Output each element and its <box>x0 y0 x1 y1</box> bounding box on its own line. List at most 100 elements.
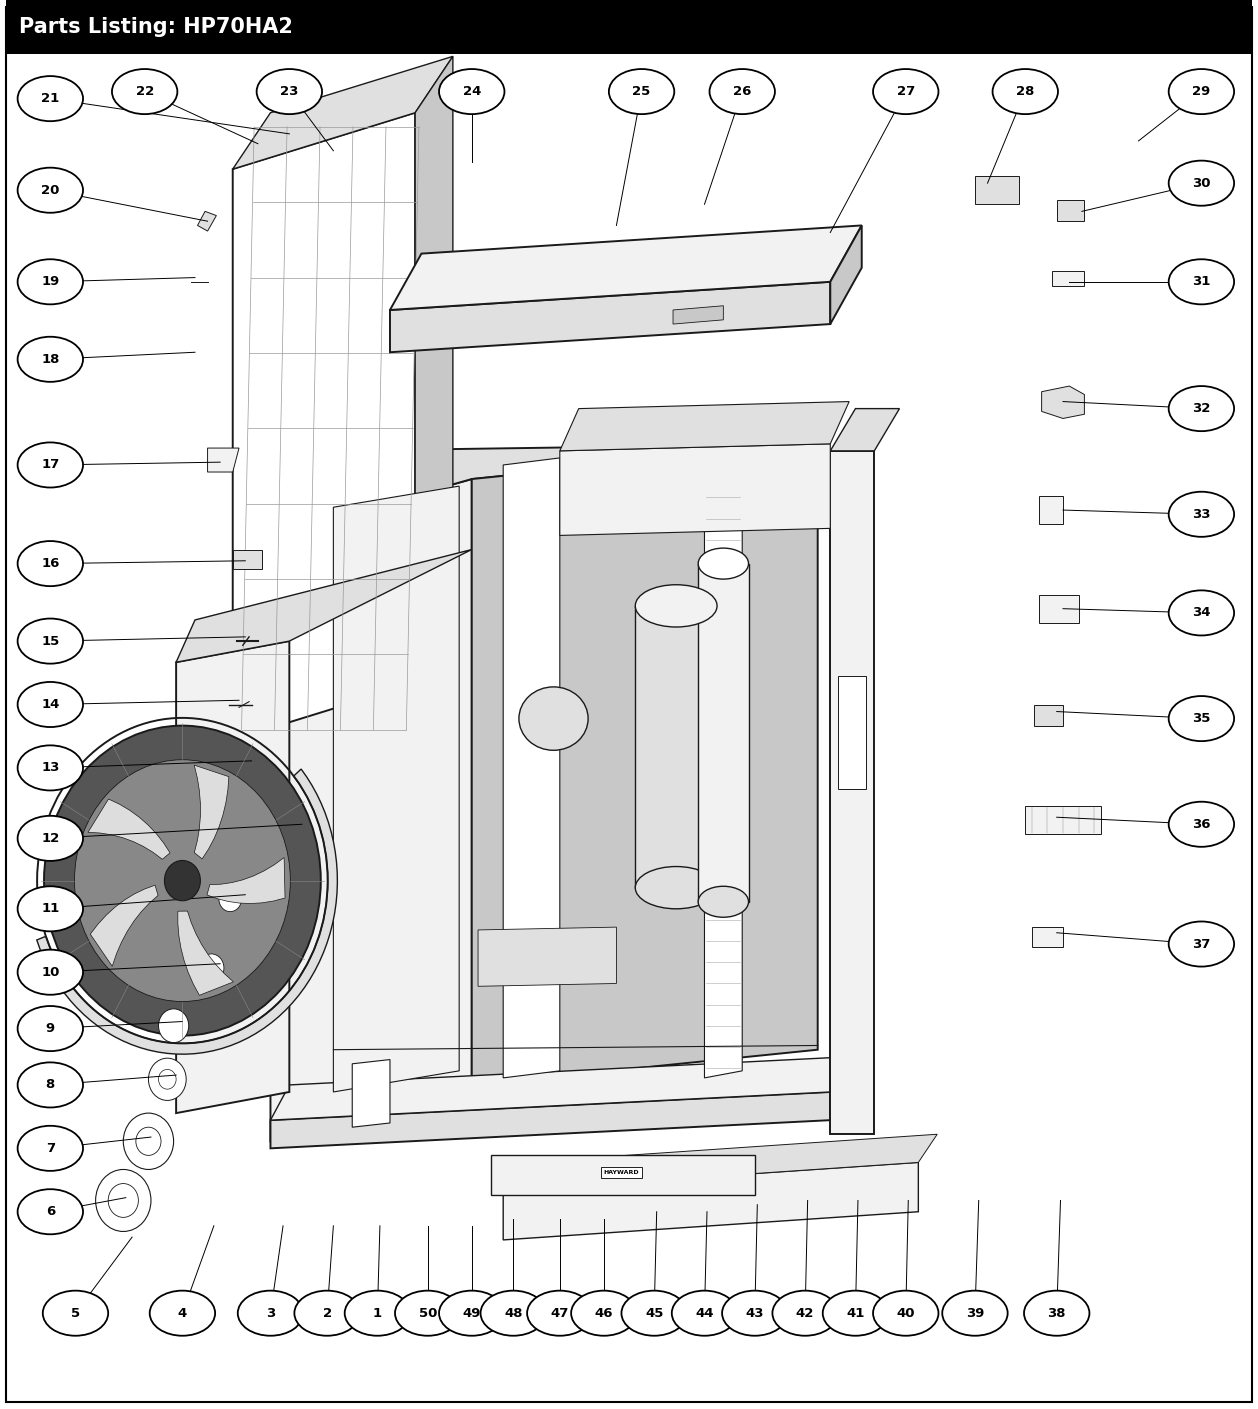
Text: 18: 18 <box>42 352 59 366</box>
Text: 48: 48 <box>504 1306 522 1320</box>
Text: 9: 9 <box>45 1022 55 1036</box>
Polygon shape <box>390 225 862 310</box>
Ellipse shape <box>772 1291 838 1336</box>
Ellipse shape <box>609 69 674 114</box>
Circle shape <box>159 1009 189 1043</box>
Ellipse shape <box>710 69 775 114</box>
Ellipse shape <box>571 1291 637 1336</box>
Ellipse shape <box>18 76 83 121</box>
Polygon shape <box>472 444 818 1085</box>
Ellipse shape <box>150 1291 215 1336</box>
Polygon shape <box>233 550 262 569</box>
Circle shape <box>136 1127 161 1155</box>
Ellipse shape <box>439 1291 504 1336</box>
Ellipse shape <box>1169 590 1234 635</box>
Ellipse shape <box>698 548 749 579</box>
Circle shape <box>123 1113 174 1169</box>
Ellipse shape <box>43 1291 108 1336</box>
Polygon shape <box>1042 386 1084 418</box>
Text: 45: 45 <box>645 1306 663 1320</box>
Text: 8: 8 <box>45 1078 55 1092</box>
Text: 49: 49 <box>463 1306 481 1320</box>
Circle shape <box>44 726 321 1036</box>
Ellipse shape <box>257 69 322 114</box>
Ellipse shape <box>942 1291 1008 1336</box>
Circle shape <box>96 1169 151 1231</box>
Polygon shape <box>233 56 453 169</box>
Text: 35: 35 <box>1193 712 1210 726</box>
Ellipse shape <box>294 1291 360 1336</box>
Ellipse shape <box>635 867 717 909</box>
Text: 12: 12 <box>42 831 59 845</box>
Polygon shape <box>830 451 874 1134</box>
Text: 10: 10 <box>42 965 59 979</box>
Polygon shape <box>270 479 472 1141</box>
Ellipse shape <box>345 1291 410 1336</box>
Text: 5: 5 <box>70 1306 81 1320</box>
Text: 20: 20 <box>42 183 59 197</box>
Ellipse shape <box>481 1291 546 1336</box>
Ellipse shape <box>18 1189 83 1234</box>
Polygon shape <box>233 113 415 740</box>
Polygon shape <box>208 858 286 903</box>
Polygon shape <box>635 606 717 888</box>
Text: 13: 13 <box>42 761 59 775</box>
Text: 36: 36 <box>1193 817 1210 831</box>
Polygon shape <box>1039 595 1079 623</box>
Ellipse shape <box>18 337 83 382</box>
Circle shape <box>219 886 242 912</box>
Text: 24: 24 <box>463 85 481 99</box>
Ellipse shape <box>1024 1291 1089 1336</box>
Circle shape <box>108 1184 138 1217</box>
Ellipse shape <box>873 1291 938 1336</box>
Polygon shape <box>177 912 234 995</box>
Circle shape <box>199 954 224 982</box>
Text: 4: 4 <box>177 1306 187 1320</box>
Circle shape <box>165 861 200 900</box>
Polygon shape <box>698 564 749 902</box>
Polygon shape <box>36 769 337 1054</box>
Polygon shape <box>830 409 899 451</box>
Polygon shape <box>704 458 742 1078</box>
Text: 43: 43 <box>746 1306 764 1320</box>
Circle shape <box>148 1058 186 1100</box>
Polygon shape <box>503 1134 937 1191</box>
Ellipse shape <box>18 1062 83 1107</box>
Polygon shape <box>830 225 862 324</box>
Polygon shape <box>560 402 849 451</box>
Ellipse shape <box>1169 259 1234 304</box>
Ellipse shape <box>18 442 83 488</box>
Ellipse shape <box>672 1291 737 1336</box>
Circle shape <box>189 943 234 993</box>
Polygon shape <box>975 176 1019 204</box>
Ellipse shape <box>18 1006 83 1051</box>
Text: 41: 41 <box>847 1306 864 1320</box>
Polygon shape <box>560 444 830 535</box>
Ellipse shape <box>18 950 83 995</box>
Text: 30: 30 <box>1193 176 1210 190</box>
Text: 38: 38 <box>1048 1306 1066 1320</box>
Ellipse shape <box>527 1291 593 1336</box>
Text: 31: 31 <box>1193 275 1210 289</box>
Text: 50: 50 <box>419 1306 437 1320</box>
Ellipse shape <box>238 1291 303 1336</box>
Polygon shape <box>390 282 830 352</box>
Polygon shape <box>333 486 459 1092</box>
Ellipse shape <box>395 1291 460 1336</box>
Ellipse shape <box>18 886 83 931</box>
Text: 39: 39 <box>966 1306 984 1320</box>
Text: 22: 22 <box>136 85 153 99</box>
Ellipse shape <box>18 1126 83 1171</box>
Polygon shape <box>1057 200 1084 221</box>
Text: HAYWARD: HAYWARD <box>604 1169 639 1175</box>
Text: 23: 23 <box>281 85 298 99</box>
Ellipse shape <box>112 69 177 114</box>
Ellipse shape <box>18 682 83 727</box>
Ellipse shape <box>18 168 83 213</box>
Polygon shape <box>198 211 216 231</box>
Polygon shape <box>1052 271 1084 286</box>
Polygon shape <box>194 765 229 859</box>
Ellipse shape <box>993 69 1058 114</box>
Text: 6: 6 <box>45 1205 55 1219</box>
Ellipse shape <box>18 541 83 586</box>
